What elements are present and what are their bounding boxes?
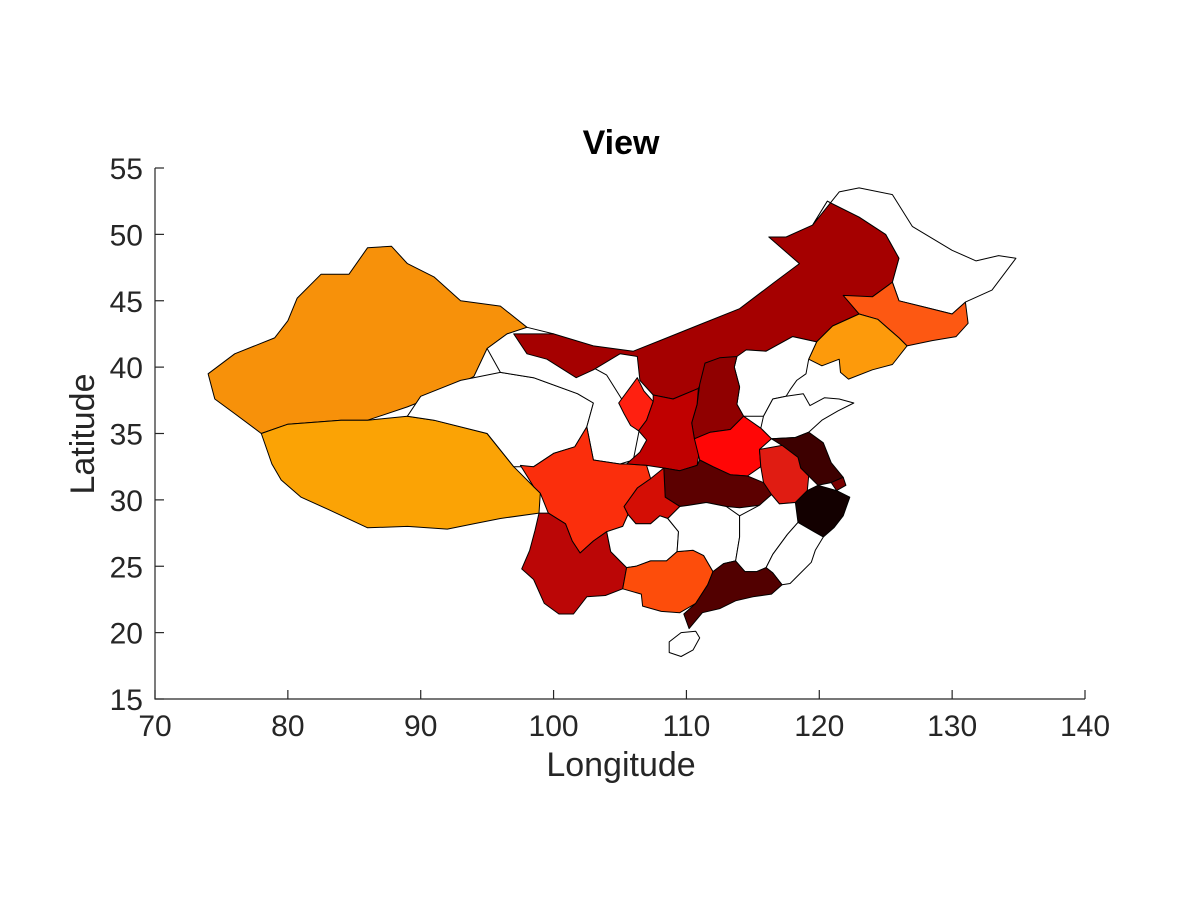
x-tick-label: 90 xyxy=(404,710,437,743)
y-tick-label: 20 xyxy=(110,618,143,651)
y-tick-label: 30 xyxy=(110,485,143,518)
y-tick-label: 50 xyxy=(110,219,143,252)
region-heilongjiang xyxy=(812,187,1017,315)
region-shandong xyxy=(760,393,855,440)
x-tick-label: 120 xyxy=(794,710,844,743)
x-tick-label: 80 xyxy=(271,710,304,743)
x-axis-ticks: 70 80 90 100 110 120 130 140 xyxy=(138,690,1110,743)
y-axis-ticks: 15 20 25 30 35 40 45 50 55 xyxy=(110,153,164,717)
region-guangdong xyxy=(683,560,783,630)
y-tick-label: 55 xyxy=(110,153,143,186)
region-gansu xyxy=(486,326,641,465)
x-tick-label: 70 xyxy=(138,710,171,743)
x-tick-label: 140 xyxy=(1060,710,1110,743)
region-yunnan xyxy=(521,512,628,615)
x-tick-label: 130 xyxy=(927,710,977,743)
y-tick-label: 35 xyxy=(110,419,143,452)
x-tick-label: 110 xyxy=(663,710,711,743)
y-tick-label: 15 xyxy=(110,684,143,717)
y-tick-label: 40 xyxy=(110,352,143,385)
y-tick-label: 45 xyxy=(110,286,143,319)
region-liaoning xyxy=(808,313,908,380)
region-shanghai xyxy=(830,476,847,492)
y-tick-label: 25 xyxy=(110,551,143,584)
province-regions xyxy=(207,187,1017,657)
region-hainan xyxy=(668,630,701,657)
x-tick-label: 100 xyxy=(529,710,579,743)
chart-title: View xyxy=(583,124,660,162)
y-axis-label: Latitude xyxy=(64,374,102,495)
x-axis-label: Longitude xyxy=(546,746,695,784)
